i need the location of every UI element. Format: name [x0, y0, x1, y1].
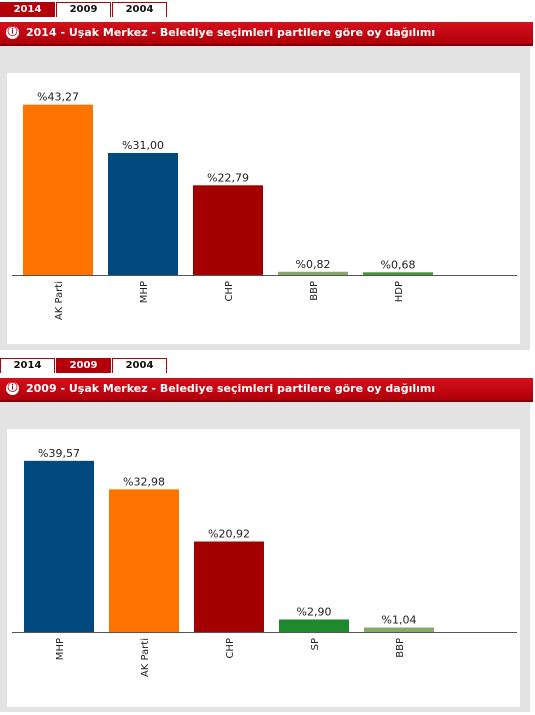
- bar-bbp[interactable]: [278, 271, 348, 275]
- category-label-mhp: MHP: [55, 638, 66, 660]
- info-icon[interactable]: ⓘ: [6, 26, 19, 39]
- chart-background: %39,57 MHP %32,98 AK Parti %20,92 CHP %2,90 SP%…: [0, 402, 530, 712]
- bar-bbp[interactable]: [364, 627, 434, 632]
- chart-header: ⓘ 2009 - Uşak Merkez - Belediye seçimler…: [0, 378, 533, 402]
- tab-2014[interactable]: 2014: [0, 2, 55, 17]
- bar-mhp[interactable]: [24, 460, 94, 632]
- chart-title: 2009 - Uşak Merkez - Belediye seçimleri …: [26, 382, 436, 395]
- bar-sp[interactable]: [279, 619, 349, 632]
- category-label-chp: CHP: [224, 281, 235, 302]
- tab-2004[interactable]: 2004: [112, 2, 167, 17]
- chart-area: %43,27 AK Parti %31,00 MHP %22,79 CHP %0,82 BBP…: [7, 73, 520, 344]
- category-label-hdp: HDP: [394, 281, 405, 302]
- bar-chp[interactable]: [194, 541, 264, 632]
- tab-2009[interactable]: 2009: [56, 2, 111, 17]
- data-label-mhp: %31,00: [122, 139, 164, 152]
- tab-2014[interactable]: 2014: [0, 358, 55, 373]
- bar-mhp[interactable]: [108, 152, 178, 275]
- data-label-ak-parti: %43,27: [37, 91, 79, 104]
- data-label-bbp: %0,82: [296, 258, 331, 271]
- data-label-chp: %20,92: [208, 528, 250, 541]
- bar-chart-2009: %39,57 MHP %32,98 AK Parti %20,92 CHP %2,90 SP%…: [12, 447, 517, 677]
- chart-area: %39,57 MHP %32,98 AK Parti %20,92 CHP %2,90 SP%…: [7, 429, 520, 707]
- category-label-ak-parti: AK Parti: [140, 638, 151, 677]
- bar-ak-parti[interactable]: [109, 489, 179, 632]
- chart-title: 2014 - Uşak Merkez - Belediye seçimleri …: [26, 26, 436, 39]
- category-label-mhp: MHP: [139, 281, 150, 303]
- data-label-hdp: %0,68: [381, 258, 416, 271]
- tab-2009[interactable]: 2009: [56, 358, 111, 373]
- chart-background: %43,27 AK Parti %31,00 MHP %22,79 CHP %0,82 BBP…: [0, 46, 530, 350]
- data-label-sp: %2,90: [297, 605, 332, 618]
- info-icon[interactable]: ⓘ: [6, 382, 19, 395]
- data-label-chp: %22,79: [207, 171, 249, 184]
- tab-2004[interactable]: 2004: [112, 358, 167, 373]
- year-tabs: 2014 2009 2004: [0, 2, 168, 18]
- bar-ak-parti[interactable]: [23, 104, 93, 275]
- bar-chp[interactable]: [193, 185, 263, 275]
- bar-hdp[interactable]: [363, 272, 433, 275]
- data-label-mhp: %39,57: [38, 447, 80, 460]
- bar-chart-2014: %43,27 AK Parti %31,00 MHP %22,79 CHP %0,82 BBP…: [12, 91, 517, 320]
- category-label-bbp: BBP: [309, 281, 320, 301]
- category-label-chp: CHP: [225, 638, 236, 659]
- data-label-ak-parti: %32,98: [123, 475, 165, 488]
- year-tabs: 2014 2009 2004: [0, 358, 168, 374]
- category-label-sp: SP: [310, 638, 321, 650]
- chart-header: ⓘ 2014 - Uşak Merkez - Belediye seçimler…: [0, 22, 533, 46]
- data-label-bbp: %1,04: [382, 614, 417, 627]
- category-label-bbp: BBP: [395, 638, 406, 658]
- category-label-ak-parti: AK Parti: [54, 281, 65, 320]
